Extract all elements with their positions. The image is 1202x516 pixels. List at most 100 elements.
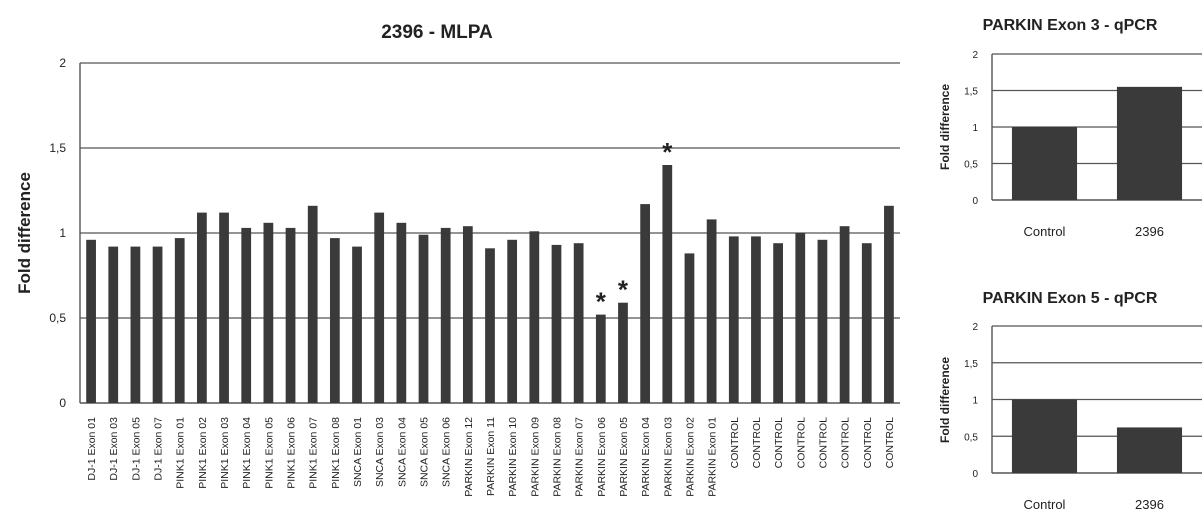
x-tick-label: SNCA Exon 04: [396, 417, 408, 487]
bar: [839, 226, 850, 403]
parkin-exon3-title: PARKIN Exon 3 - qPCR: [983, 17, 1158, 34]
bar: [618, 302, 628, 403]
bar: [773, 243, 783, 403]
bar: [507, 239, 518, 403]
y-tick-label: 1,5: [964, 359, 978, 370]
y-tick-label: 0: [972, 469, 978, 480]
bar: [307, 205, 318, 403]
x-tick-label: PARKIN Exon 03: [662, 417, 674, 497]
bar: [751, 236, 761, 403]
parkin-exon5-x-tick-labels: Control 2396: [1024, 497, 1164, 512]
mlpa-y-axis-label: Fold difference: [15, 172, 34, 294]
x-tick-label: DJ-1 Exon 07: [153, 417, 165, 481]
bar: [219, 212, 229, 403]
bar: [174, 238, 185, 403]
mlpa-gridlines: [79, 62, 900, 404]
x-tick-label: PARKIN Exon 09: [529, 417, 541, 497]
x-tick-label: SNCA Exon 06: [441, 417, 453, 487]
x-tick-label: PINK1 Exon 02: [197, 417, 209, 489]
y-tick-label: 2: [972, 50, 978, 61]
x-tick-label: DJ-1 Exon 03: [108, 417, 120, 481]
y-tick-label: 2: [972, 322, 978, 333]
significance-asterisk: *: [662, 137, 673, 167]
bar: [263, 222, 274, 403]
parkin-exon3-y-tick-labels: 0 0,5 1 1,5 2: [964, 50, 978, 207]
y-tick-label: 0: [59, 396, 66, 410]
mlpa-y-tick-labels: 0 0,5 1 1,5 2: [49, 56, 66, 410]
x-tick-label: CONTROL: [840, 417, 852, 468]
bar: [640, 204, 651, 403]
x-tick-label: PINK1 Exon 01: [175, 417, 187, 489]
bar: [684, 253, 695, 403]
x-tick-label: CONTROL: [729, 417, 741, 468]
bar: [485, 248, 495, 403]
bar: [728, 236, 739, 403]
mlpa-bars: [86, 165, 894, 403]
bar: [329, 238, 340, 403]
bar: [418, 234, 429, 403]
x-tick-label: CONTROL: [884, 417, 896, 468]
x-tick-label: CONTROL: [773, 417, 785, 468]
significance-asterisk: *: [618, 275, 629, 305]
x-tick-label: PARKIN Exon 12: [463, 417, 475, 497]
y-tick-label: 1: [59, 226, 66, 240]
y-tick-label: 0: [972, 196, 978, 207]
x-tick-label: PINK1 Exon 06: [286, 417, 298, 489]
mlpa-chart-title: 2396 - MLPA: [381, 22, 493, 43]
bar: [1116, 86, 1183, 200]
x-tick-label: CONTROL: [795, 417, 807, 468]
bar: [662, 165, 673, 403]
parkin-exon5-title: PARKIN Exon 5 - qPCR: [983, 290, 1158, 307]
x-tick-label: PARKIN Exon 08: [551, 417, 563, 497]
x-tick-label: PARKIN Exon 10: [507, 417, 519, 497]
bar: [1116, 427, 1183, 473]
x-tick-label: PARKIN Exon 11: [485, 417, 497, 496]
y-tick-label: 1: [972, 123, 978, 134]
bar: [706, 219, 717, 403]
y-tick-label: 0,5: [49, 311, 66, 325]
bar: [108, 246, 119, 403]
bar: [884, 205, 894, 403]
significance-asterisk: *: [596, 287, 607, 317]
y-tick-label: 1: [972, 396, 978, 407]
bar: [285, 227, 296, 403]
bar: [551, 244, 562, 403]
bar: [241, 227, 252, 403]
x-tick-label: PINK1 Exon 07: [308, 417, 320, 489]
bar: [352, 246, 362, 403]
bar: [396, 222, 407, 403]
parkin-exon3-chart: PARKIN Exon 3 - qPCR Fold difference 0 0,…: [938, 17, 1202, 239]
x-tick-label: DJ-1 Exon 05: [130, 417, 142, 481]
parkin-exon5-y-axis-label: Fold difference: [938, 357, 952, 443]
bar: [152, 246, 163, 403]
x-tick-label: PINK1 Exon 04: [241, 417, 253, 489]
x-tick-label: PARKIN Exon 05: [618, 417, 630, 497]
x-tick-label: PARKIN Exon 01: [707, 417, 719, 497]
bar: [462, 226, 473, 403]
bar: [529, 231, 540, 403]
x-tick-label: CONTROL: [862, 417, 874, 468]
x-tick-label: SNCA Exon 05: [419, 417, 431, 487]
mlpa-x-tick-labels: DJ-1 Exon 01 DJ-1 Exon 03 DJ-1 Exon 05 DJ-1…: [86, 417, 896, 497]
parkin-exon5-bars: [1011, 399, 1183, 473]
bar: [1011, 127, 1078, 200]
bar: [374, 212, 385, 403]
y-tick-label: 2: [59, 56, 66, 70]
x-tick-label: PARKIN Exon 04: [640, 417, 652, 497]
bar: [573, 243, 584, 403]
bar: [1011, 399, 1078, 473]
x-tick-label: 2396: [1135, 224, 1164, 239]
mlpa-annotations: * * *: [596, 137, 673, 317]
x-tick-label: PARKIN Exon 06: [596, 417, 608, 497]
parkin-exon5-y-tick-labels: 0 0,5 1 1,5 2: [964, 322, 978, 480]
bar: [595, 314, 606, 403]
x-tick-label: PINK1 Exon 08: [330, 417, 342, 489]
x-tick-label: CONTROL: [817, 417, 829, 468]
x-tick-label: 2396: [1135, 497, 1164, 512]
x-tick-label: SNCA Exon 01: [352, 417, 364, 487]
bar: [130, 246, 141, 403]
y-tick-label: 0,5: [964, 160, 978, 171]
bar: [440, 227, 451, 403]
bar: [861, 243, 872, 403]
parkin-exon3-x-tick-labels: Control 2396: [1024, 224, 1164, 239]
